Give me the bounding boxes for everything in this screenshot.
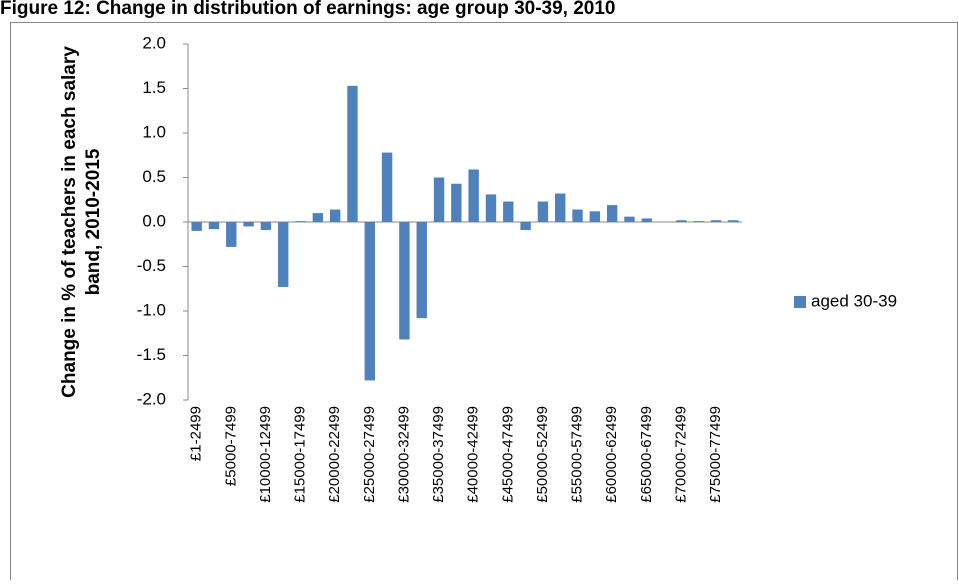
bar [710,220,722,222]
x-tick-label: £40000-42499 [465,406,482,503]
x-tick-label: £45000-47499 [499,406,516,503]
y-tick-label: -1.5 [137,345,166,364]
bar [329,209,341,222]
x-tick-label: £5000-7499 [222,406,239,486]
bar [433,177,445,222]
bar [468,169,479,222]
y-tick-label: 1.5 [142,78,166,97]
bar [191,222,202,231]
bar [364,222,375,381]
bar [572,209,583,222]
legend-label: aged 30-39 [811,291,897,310]
bar [416,222,427,319]
y-tick-label: 0.0 [142,211,166,230]
bar [485,194,497,222]
bar [503,201,514,222]
x-tick-label: £10000-12499 [257,406,274,503]
bar [260,222,272,231]
x-tick-label: £25000-27499 [361,406,378,503]
bar [693,221,704,222]
bar [537,201,549,222]
x-tick-label: £60000-62499 [603,406,620,503]
bar [641,218,652,222]
bar [226,222,237,247]
bar [208,222,220,230]
bar [278,222,289,287]
bar [520,222,531,231]
y-tick-label: 0.5 [142,167,166,186]
bar [589,211,601,222]
chart-title: Figure 12: Change in distribution of ear… [0,0,616,19]
x-tick-label: £30000-32499 [395,406,412,503]
x-tick-label: £65000-67499 [638,406,655,503]
bar [728,220,739,222]
bar [347,85,358,222]
x-tick-label: £1-2499 [188,406,205,461]
x-tick-label: £20000-22499 [326,406,343,503]
y-tick-label: -2.0 [137,389,166,408]
bar [295,221,306,222]
x-tick-label: £35000-37499 [430,406,447,503]
bar [243,222,254,227]
bar [381,152,393,222]
y-tick-label: -1.0 [137,300,166,319]
bar [676,220,687,222]
bar [312,213,324,222]
x-tick-label: £75000-77499 [707,406,724,503]
x-tick-label: £55000-57499 [569,406,586,503]
x-tick-label: £50000-52499 [534,406,551,503]
y-tick-label: 1.0 [142,122,166,141]
y-axis-title: Change in % of teachers in each salary [59,46,80,398]
bar [606,205,618,222]
x-tick-label: £15000-17499 [292,406,309,503]
bar [399,222,410,340]
bar [624,216,635,222]
y-tick-label: -0.5 [137,256,166,275]
bar [555,193,566,222]
y-axis-title: band, 2010-2015 [83,148,104,295]
x-tick-label: £70000-72499 [672,406,689,503]
bar [451,183,462,222]
legend-swatch [794,296,806,308]
y-tick-label: 2.0 [142,33,166,52]
